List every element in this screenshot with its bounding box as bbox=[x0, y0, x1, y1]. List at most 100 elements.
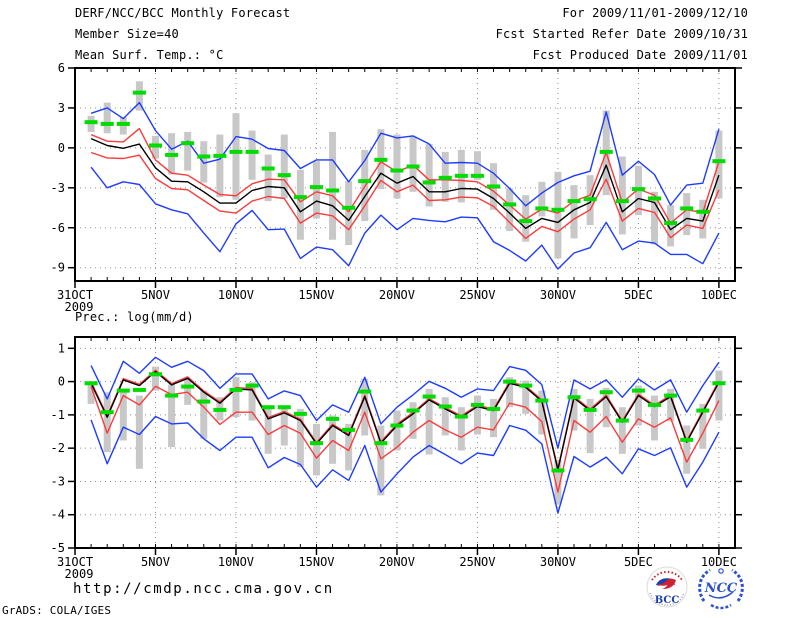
ensemble-spread-bar bbox=[393, 134, 401, 199]
x-axis-label: 30NOV bbox=[540, 288, 576, 302]
obs-dash bbox=[326, 188, 340, 193]
lower-band-line bbox=[90, 385, 720, 493]
ensemble-spread-bar bbox=[200, 141, 208, 183]
obs-dash bbox=[503, 379, 517, 384]
plot-border bbox=[74, 336, 736, 549]
x-axis-label: 20NOV bbox=[379, 555, 415, 569]
obs-dash bbox=[165, 152, 179, 157]
ensemble-spread-bar bbox=[296, 169, 304, 240]
ensemble-spread-bar bbox=[409, 136, 417, 192]
obs-dash bbox=[293, 195, 307, 200]
x-axis-label: 5DEC bbox=[624, 288, 653, 302]
x-axis-label: 25NOV bbox=[459, 288, 495, 302]
ncc-swoosh bbox=[708, 591, 734, 599]
ensemble-spread-bar bbox=[184, 131, 192, 171]
obs-dash bbox=[390, 423, 404, 428]
obs-dash bbox=[615, 199, 629, 204]
ensemble-spread-bar bbox=[618, 156, 626, 235]
ensemble-spread-bar bbox=[393, 410, 401, 451]
obs-dash bbox=[487, 184, 501, 189]
x-axis-label: 10DEC bbox=[701, 555, 737, 569]
ensemble-spread-bar bbox=[232, 377, 240, 418]
plot-border bbox=[74, 67, 736, 282]
ensemble-spread-bar bbox=[232, 113, 240, 200]
obs-dash bbox=[213, 407, 227, 412]
ncc-top-mark bbox=[718, 568, 724, 574]
ensemble-spread-bar bbox=[651, 395, 659, 441]
y-axis-label: -5 bbox=[51, 541, 65, 555]
ensemble-spread-bar bbox=[119, 392, 127, 441]
ensemble-spread-bar bbox=[570, 185, 578, 239]
x-axis-label: 5NOV bbox=[141, 555, 170, 569]
y-axis-label: -4 bbox=[51, 508, 65, 522]
obs-dash bbox=[631, 187, 645, 192]
ensemble-mean-line bbox=[90, 370, 720, 471]
obs-dash bbox=[664, 393, 678, 398]
obs-dash bbox=[535, 398, 549, 403]
ensemble-spread-bar bbox=[538, 181, 546, 217]
obs-dash bbox=[229, 149, 243, 154]
ensemble-spread-bar bbox=[345, 423, 353, 471]
grads-credit: GrADS: COLA/IGES bbox=[2, 604, 112, 617]
y-axis-label: -3 bbox=[51, 474, 65, 488]
obs-dash bbox=[664, 221, 678, 226]
y-axis-label: -3 bbox=[51, 181, 65, 195]
ensemble-spread-bar bbox=[280, 407, 288, 446]
bcc-ring-top-text bbox=[651, 571, 683, 581]
obs-dash bbox=[277, 405, 291, 410]
obs-dash bbox=[358, 389, 372, 394]
obs-dash bbox=[390, 168, 404, 173]
ensemble-spread-bar bbox=[683, 193, 691, 236]
ensemble-spread-bar bbox=[473, 395, 481, 435]
obs-dash bbox=[293, 411, 307, 416]
ensemble-min-line bbox=[90, 166, 720, 270]
obs-dash bbox=[487, 406, 501, 411]
lower-band-line bbox=[90, 151, 720, 240]
obs-dash bbox=[696, 408, 710, 413]
y-axis-label: 0 bbox=[58, 375, 65, 389]
y-axis-label: -9 bbox=[51, 261, 65, 275]
ensemble-mean-line bbox=[90, 137, 720, 231]
obs-dash bbox=[309, 185, 323, 190]
obs-dash bbox=[470, 402, 484, 407]
ensemble-spread-bar bbox=[586, 398, 594, 454]
ensemble-spread-bar bbox=[618, 407, 626, 454]
obs-dash bbox=[148, 372, 162, 377]
ensemble-spread-bar bbox=[425, 388, 433, 455]
ensemble-spread-bar bbox=[87, 383, 95, 404]
x-axis-label: 20NOV bbox=[379, 288, 415, 302]
y-axis-label: 3 bbox=[58, 101, 65, 115]
ensemble-spread-bar bbox=[151, 366, 159, 391]
obs-dash bbox=[309, 441, 323, 446]
x-axis-label: 15NOV bbox=[298, 288, 334, 302]
y-axis-label: 1 bbox=[58, 341, 65, 355]
ensemble-min-line bbox=[90, 415, 720, 514]
ensemble-spread-bar bbox=[425, 143, 433, 207]
ensemble-spread-bar bbox=[345, 181, 353, 246]
precip-chart-title: Prec.: log(mm/d) bbox=[75, 310, 194, 324]
x-axis-sublabel: 2009 bbox=[65, 300, 94, 314]
obs-dash bbox=[599, 149, 613, 154]
ensemble-spread-bar bbox=[103, 392, 111, 453]
ensemble-spread-bar bbox=[168, 384, 176, 448]
obs-dash bbox=[261, 166, 275, 171]
obs-dash bbox=[648, 402, 662, 407]
ensemble-spread-bar bbox=[667, 205, 675, 247]
obs-dash bbox=[181, 141, 195, 146]
ensemble-spread-bar bbox=[570, 388, 578, 431]
source-url: http://cmdp.ncc.cma.gov.cn bbox=[73, 581, 334, 597]
ensemble-spread-bar bbox=[683, 425, 691, 474]
obs-dash bbox=[615, 418, 629, 423]
obs-dash bbox=[374, 441, 388, 446]
x-axis-label: 10NOV bbox=[218, 555, 254, 569]
x-axis-label: 15NOV bbox=[298, 555, 334, 569]
temp-chart-title: Mean Surf. Temp.: °C bbox=[75, 48, 224, 62]
obs-dash bbox=[712, 381, 726, 386]
ensemble-spread-bar bbox=[264, 154, 272, 202]
ensemble-spread-bar bbox=[103, 102, 111, 134]
ensemble-max-line bbox=[90, 101, 720, 207]
ensemble-spread-bar bbox=[554, 171, 562, 259]
ensemble-spread-bar bbox=[506, 377, 514, 408]
